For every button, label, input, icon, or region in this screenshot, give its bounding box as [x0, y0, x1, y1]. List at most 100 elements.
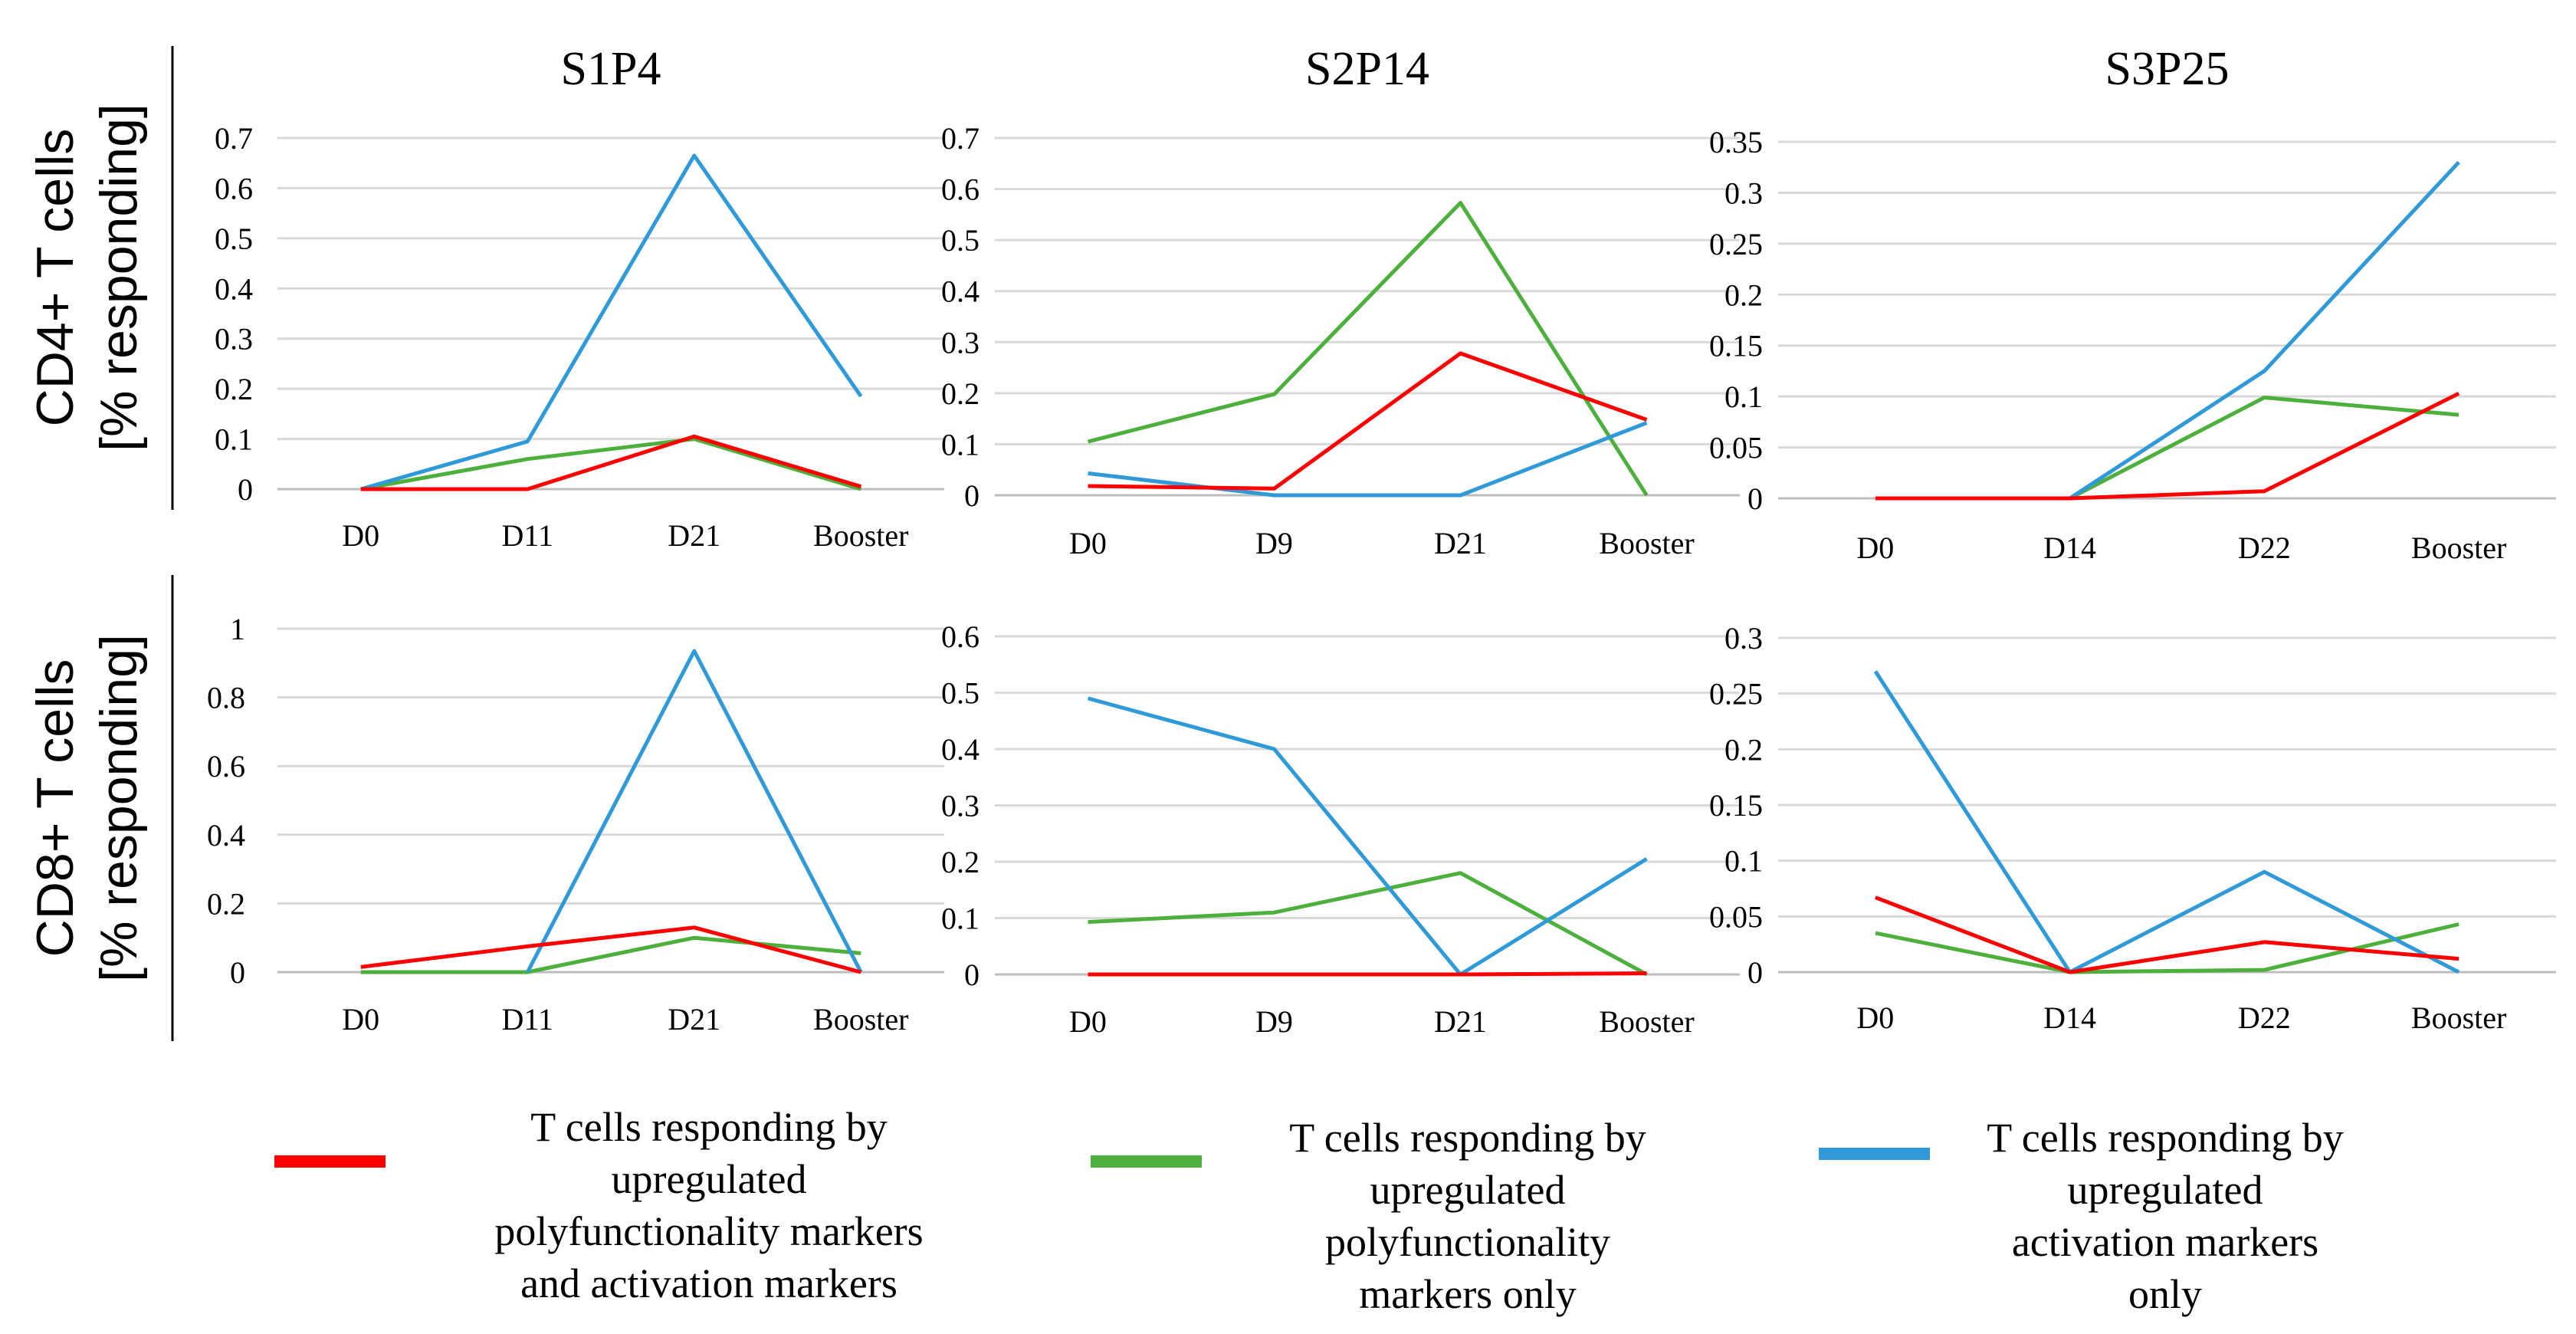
chart-title: S2P14: [1305, 43, 1429, 95]
y-tick-label: 0.3: [215, 322, 253, 356]
x-tick-label: Booster: [1599, 1004, 1694, 1039]
series-line: [1087, 696, 1648, 977]
series-line: [360, 935, 861, 974]
y-tick-label: 0.3: [1724, 621, 1763, 656]
series-line: [2069, 396, 2460, 501]
legend: T cells responding by upregulated polyfu…: [274, 1104, 2344, 1317]
x-tick-label: D9: [1255, 526, 1293, 560]
y-tick-label: 0.7: [941, 121, 980, 156]
y-tick-label: 0.4: [941, 274, 980, 309]
x-tick-label: D0: [1856, 1001, 1894, 1035]
y-tick-label: 0.25: [1709, 677, 1763, 711]
y-tick-label: 0.1: [1724, 380, 1763, 414]
y-tick-label: 0.6: [215, 171, 253, 205]
y-tick-label: 0.5: [215, 222, 253, 256]
series-line: [1088, 351, 1648, 491]
x-tick-label: D0: [342, 1002, 379, 1037]
legend-label-line: activation markers: [2012, 1219, 2318, 1265]
x-tick-label: D0: [342, 518, 379, 553]
x-tick-label: Booster: [2411, 1001, 2506, 1035]
x-tick-label: D21: [1434, 526, 1487, 560]
x-tick-label: D22: [2238, 1001, 2291, 1035]
y-tick-label: 0.5: [941, 676, 980, 711]
y-tick-label: 0.35: [1709, 125, 1763, 159]
chart-panel-cd4-s2p14: S2P14 0 0.1 0.2 0.3 0.4 0.5 0.6 0.7 D0 D9 D21 Booste…: [941, 43, 1740, 560]
y-tick-label: 0.1: [941, 902, 980, 936]
y-tick-label: 0.7: [215, 121, 253, 156]
legend-item-polyfunctional: T cells responding by upregulated polyfu…: [1091, 1115, 1646, 1317]
series-line: [1875, 391, 2460, 501]
y-tick-label: 0: [964, 958, 980, 992]
y-tick-label: 0.3: [941, 789, 980, 823]
row-label-cd8: CD8+ T cells: [26, 659, 84, 958]
series-line: [1088, 421, 1648, 498]
x-tick-label: Booster: [813, 518, 908, 553]
x-tick-label: Booster: [2411, 531, 2506, 565]
chart-panel-cd8-s2p14: 0 0.1 0.2 0.3 0.4 0.5 0.6 D0 D9 D21 Booster: [941, 619, 1740, 1039]
series-line: [1873, 670, 2460, 974]
legend-label-line: upregulated: [612, 1156, 807, 1202]
y-tick-label: 0: [964, 478, 980, 513]
y-tick-label: 0.25: [1709, 227, 1763, 261]
x-tick-label: Booster: [813, 1002, 908, 1037]
series-line: [526, 649, 863, 974]
legend-label-line: T cells responding by: [530, 1104, 887, 1150]
row-label-cd8-unit: [% responding]: [90, 634, 148, 982]
y-tick-label: 0.5: [941, 223, 980, 258]
y-tick-label: 0: [230, 955, 245, 990]
y-tick-label: 0.6: [941, 619, 980, 654]
series-line: [1875, 922, 2460, 974]
series-line: [360, 925, 861, 974]
y-tick-label: 0: [1747, 955, 1763, 990]
x-tick-label: D9: [1255, 1004, 1293, 1039]
chart-panel-cd8-s3p25: 0 0.05 0.1 0.15 0.2 0.25 0.3 D0 D14 D22 Booster: [1709, 621, 2556, 1035]
legend-label-line: upregulated: [1370, 1167, 1566, 1213]
legend-label-line: T cells responding by: [1987, 1115, 2343, 1161]
series-line: [1088, 971, 1647, 977]
x-tick-label: D0: [1069, 526, 1107, 560]
x-tick-label: D0: [1069, 1004, 1107, 1039]
y-tick-label: 0.6: [207, 749, 245, 784]
y-tick-label: 0.3: [941, 325, 980, 360]
y-tick-label: 0.2: [207, 886, 245, 921]
row-label-cd4-unit: [% responding]: [90, 104, 148, 452]
y-tick-label: 0.4: [215, 271, 253, 306]
series-line: [360, 153, 863, 491]
chart-panel-cd4-s3p25: S3P25 0 0.05 0.1 0.15 0.2 0.25 0.3 0.35 D0 D14 D22 B…: [1709, 43, 2556, 565]
y-tick-label: 0.2: [1724, 278, 1763, 312]
legend-label-line: T cells responding by: [1289, 1115, 1646, 1161]
series-line: [360, 434, 862, 491]
y-tick-label: 0.05: [1709, 431, 1763, 465]
legend-label-line: only: [2128, 1271, 2202, 1317]
series-line: [1088, 871, 1648, 977]
y-tick-label: 0: [238, 472, 253, 507]
series-line: [360, 437, 862, 491]
x-tick-label: D22: [2238, 531, 2291, 565]
y-tick-label: 0.2: [941, 376, 980, 411]
y-tick-label: 0.05: [1709, 899, 1763, 934]
y-tick-label: 0.4: [941, 732, 980, 767]
y-tick-label: 0.15: [1709, 788, 1763, 823]
y-tick-label: 0.2: [1724, 732, 1763, 767]
y-tick-label: 0.15: [1709, 329, 1763, 363]
x-tick-label: D21: [668, 518, 720, 553]
y-tick-label: 0.8: [207, 681, 245, 715]
chart-panel-cd8-s1p4: 0 0.2 0.4 0.6 0.8 1 D0 D11 D21 Booster: [207, 612, 944, 1037]
legend-label-line: markers only: [1359, 1271, 1576, 1317]
legend-label-line: and activation markers: [520, 1260, 897, 1306]
chart-title: S1P4: [561, 43, 661, 95]
y-tick-label: 0.3: [1724, 176, 1763, 210]
legend-label-line: upregulated: [2068, 1167, 2263, 1213]
x-tick-label: D21: [668, 1002, 720, 1037]
x-tick-label: D14: [2043, 531, 2096, 565]
chart-title: S3P25: [2105, 43, 2230, 95]
y-tick-label: 0.1: [1724, 844, 1763, 879]
x-tick-label: D11: [502, 1002, 553, 1037]
legend-item-both: T cells responding by upregulated polyfu…: [274, 1104, 924, 1306]
legend-label-line: polyfunctionality markers: [494, 1208, 923, 1254]
y-tick-label: 0.2: [215, 372, 253, 406]
legend-item-activation: T cells responding by upregulated activa…: [1819, 1115, 2344, 1317]
legend-label-line: polyfunctionality: [1325, 1219, 1610, 1265]
y-tick-label: 0.1: [941, 427, 980, 462]
